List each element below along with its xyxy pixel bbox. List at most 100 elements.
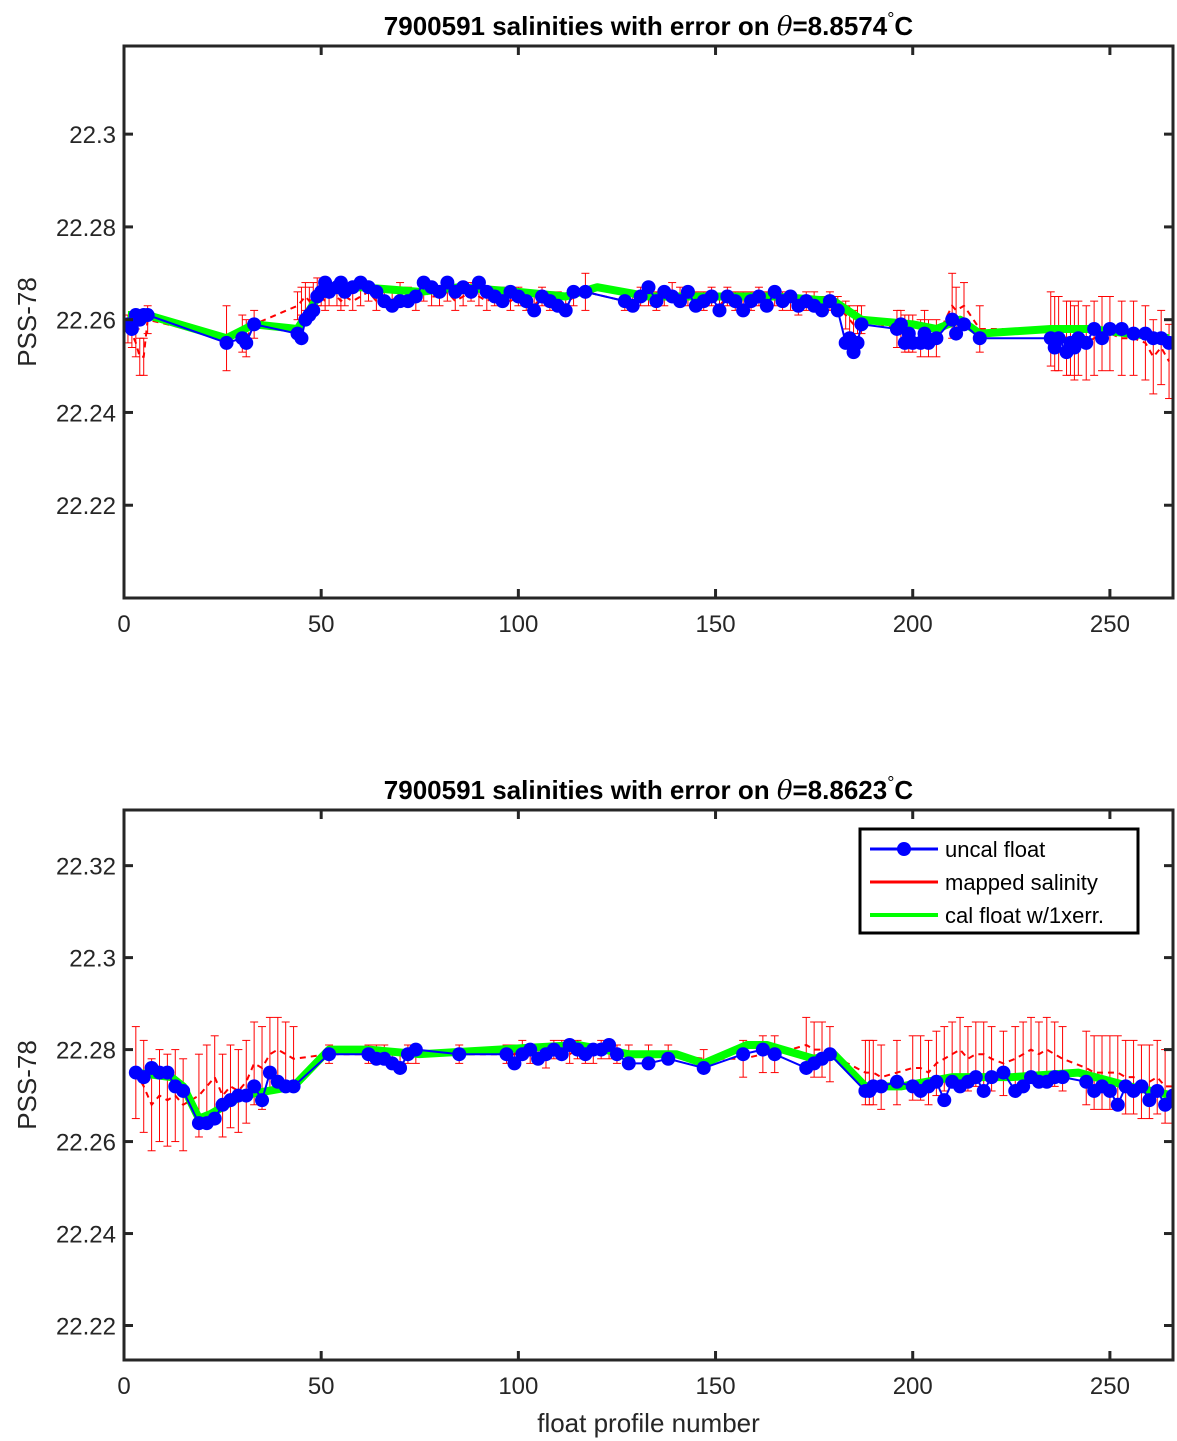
uncal-float-point bbox=[625, 298, 640, 313]
uncal-float-point bbox=[566, 284, 581, 299]
legend-label: uncal float bbox=[945, 837, 1045, 862]
y-tick-label: 22.26 bbox=[56, 308, 116, 335]
uncal-float-point bbox=[369, 284, 384, 299]
x-axis-label: float profile number bbox=[537, 1408, 760, 1438]
y-tick-label: 22.22 bbox=[56, 1314, 116, 1341]
uncal-float-point bbox=[519, 294, 534, 309]
uncal-float-point bbox=[1134, 1079, 1149, 1094]
uncal-float-point bbox=[176, 1083, 191, 1098]
plot-area bbox=[124, 272, 1173, 400]
uncal-float-point bbox=[929, 331, 944, 346]
x-tick-label: 0 bbox=[117, 1373, 130, 1400]
uncal-float-point bbox=[1114, 321, 1129, 336]
uncal-float-point bbox=[140, 308, 155, 323]
uncal-float-point bbox=[558, 303, 573, 318]
title-text: 7900591 salinities with error on bbox=[384, 11, 777, 41]
uncal-float-point bbox=[633, 289, 648, 304]
uncal-float-point bbox=[968, 1070, 983, 1085]
title-degree: ° bbox=[887, 9, 894, 29]
uncal-float-point bbox=[464, 284, 479, 299]
uncal-float-point bbox=[972, 331, 987, 346]
y-tick-label: 22.28 bbox=[56, 215, 116, 242]
axes-box bbox=[122, 44, 1175, 600]
uncal-float-point bbox=[471, 275, 486, 290]
uncal-float-point bbox=[499, 1047, 514, 1062]
uncal-float-point bbox=[850, 335, 865, 350]
mapped-salinity-line bbox=[134, 1043, 1173, 1107]
uncal-float-point bbox=[956, 317, 971, 332]
chart-title: 7900591 salinities with error on θ=8.857… bbox=[384, 9, 914, 42]
y-tick-label: 22.24 bbox=[56, 1222, 116, 1249]
uncal-float-point bbox=[1055, 1070, 1070, 1085]
uncal-float-point bbox=[527, 303, 542, 318]
uncal-float-point bbox=[160, 1065, 175, 1080]
uncal-float-point bbox=[408, 289, 423, 304]
title-value: =8.8623 bbox=[793, 775, 888, 805]
uncal-float-point bbox=[767, 1047, 782, 1062]
uncal-float-point bbox=[945, 312, 960, 327]
legend-label: mapped salinity bbox=[945, 870, 1098, 895]
uncal-float-point bbox=[1102, 321, 1117, 336]
x-tick-label: 200 bbox=[893, 611, 933, 638]
uncal-float-point bbox=[602, 1037, 617, 1052]
x-tick-label: 150 bbox=[696, 611, 736, 638]
uncal-float-point bbox=[751, 289, 766, 304]
uncal-float-point bbox=[1166, 1088, 1173, 1103]
uncal-float-point bbox=[822, 294, 837, 309]
uncal-float-point bbox=[673, 294, 688, 309]
y-axis-label: PSS-78 bbox=[12, 1040, 42, 1130]
uncal-float-point bbox=[452, 1047, 467, 1062]
uncal-float-point bbox=[1051, 331, 1066, 346]
x-tick-label: 250 bbox=[1090, 611, 1130, 638]
uncal-float-point bbox=[262, 1065, 277, 1080]
uncal-float-point bbox=[889, 1074, 904, 1089]
legend: uncal float mapped salinity cal float w/1x… bbox=[858, 827, 1140, 935]
uncal-float-point bbox=[1142, 1093, 1157, 1108]
uncal-float-point bbox=[609, 1047, 624, 1062]
axes-box bbox=[122, 808, 1175, 1362]
y-tick-label: 22.22 bbox=[56, 493, 116, 520]
uncal-float-point bbox=[728, 294, 743, 309]
uncal-float-point bbox=[1150, 1083, 1165, 1098]
uncal-float-point bbox=[767, 284, 782, 299]
x-tick-label: 0 bbox=[117, 611, 130, 638]
uncal-float-point bbox=[854, 317, 869, 332]
cal-float-line bbox=[135, 1040, 1173, 1123]
uncal-float-point bbox=[440, 275, 455, 290]
uncal-float-point bbox=[1087, 321, 1102, 336]
uncal-float-point bbox=[755, 1042, 770, 1057]
y-tick-label: 22.3 bbox=[69, 946, 116, 973]
uncal-float-point bbox=[1079, 1074, 1094, 1089]
uncal-float-point bbox=[661, 1051, 676, 1066]
uncal-float-point bbox=[874, 1079, 889, 1094]
y-tick-label: 22.26 bbox=[56, 1130, 116, 1157]
uncal-float-point bbox=[554, 1047, 569, 1062]
uncal-float-point bbox=[621, 1056, 636, 1071]
title-value: =8.8574 bbox=[793, 11, 888, 41]
uncal-float-point bbox=[976, 1083, 991, 1098]
x-tick-label: 100 bbox=[498, 1373, 538, 1400]
x-tick-label: 50 bbox=[308, 1373, 335, 1400]
y-tick-label: 22.32 bbox=[56, 854, 116, 881]
uncal-float-point bbox=[783, 289, 798, 304]
uncal-float-point bbox=[432, 284, 447, 299]
uncal-float-point bbox=[736, 303, 751, 318]
uncal-float-point bbox=[294, 331, 309, 346]
uncal-float-point bbox=[124, 321, 139, 336]
uncal-float-point bbox=[495, 294, 510, 309]
uncal-float-point bbox=[239, 1088, 254, 1103]
uncal-float-point bbox=[929, 1074, 944, 1089]
axes-1: 0 50 100 150 200 250 22.22 22.24 22.26 22.28 22.3 P… bbox=[12, 9, 1175, 638]
title-degree: ° bbox=[887, 773, 894, 793]
uncal-float-point bbox=[736, 1047, 751, 1062]
x-tick-label: 150 bbox=[696, 1373, 736, 1400]
uncal-float-point bbox=[949, 326, 964, 341]
uncal-float-point bbox=[696, 1060, 711, 1075]
uncal-float-point bbox=[219, 335, 234, 350]
x-tick-label: 250 bbox=[1090, 1373, 1130, 1400]
x-tick-label: 50 bbox=[308, 611, 335, 638]
title-theta: θ bbox=[777, 776, 793, 806]
uncal-float-point bbox=[578, 284, 593, 299]
uncal-float-point bbox=[704, 289, 719, 304]
x-tick-label: 100 bbox=[498, 611, 538, 638]
